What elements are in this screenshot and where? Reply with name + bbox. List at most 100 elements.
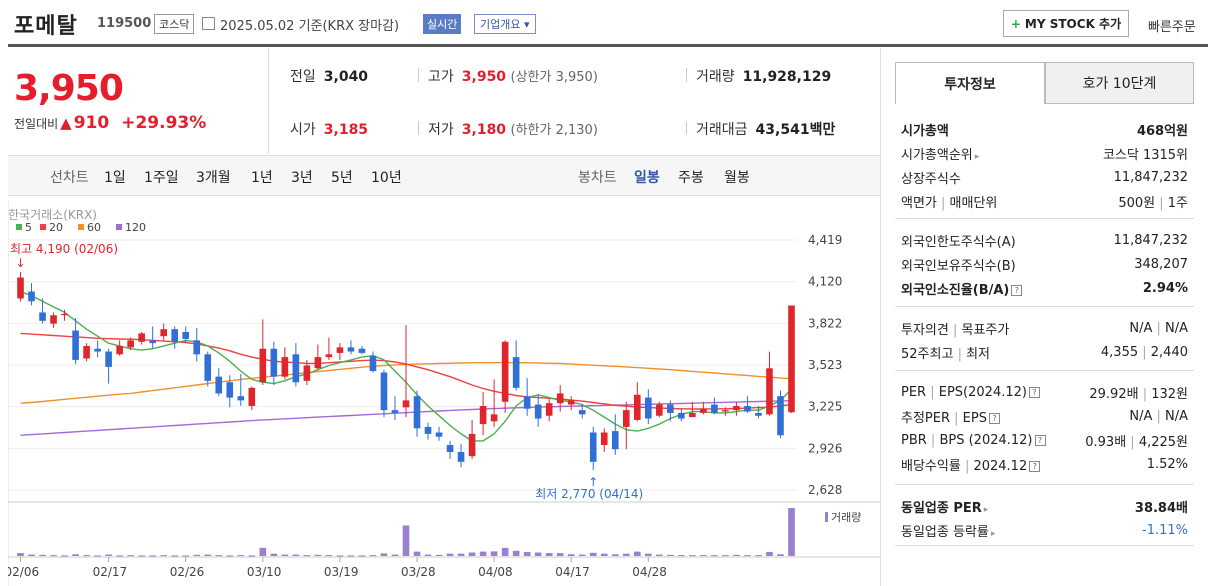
candle-body [589, 432, 597, 462]
candle-body [325, 354, 333, 358]
chevron-right-icon[interactable]: ▸ [990, 528, 996, 539]
info-value: 348,207 [1134, 256, 1188, 272]
candle-body [424, 426, 432, 434]
price-change: 전일대비 ▲ 910 +29.93% [14, 113, 206, 133]
help-icon[interactable]: ? [1029, 460, 1041, 472]
candle-body [116, 345, 123, 355]
candle-body [270, 348, 278, 377]
info-value: 1.52% [1146, 456, 1188, 472]
volume-bar [391, 554, 399, 556]
candle-body [105, 351, 112, 367]
info-label: 추정PER [901, 410, 951, 426]
volume-bar [744, 555, 751, 557]
high-price: 고가 3,950 (상한가 3,950) [428, 66, 598, 86]
y-tick-label: 4,120 [808, 275, 842, 289]
volume-bar [303, 555, 311, 557]
realtime-button[interactable]: 실시간 [423, 14, 462, 34]
amount-unit: 백만 [809, 122, 836, 138]
volume-bar [755, 555, 762, 557]
info-value: 468억원 [1136, 123, 1188, 139]
calendar-icon [202, 17, 215, 30]
period-5y[interactable]: 5년 [331, 170, 353, 186]
volume-bar [534, 552, 542, 556]
candle-body [678, 412, 685, 419]
volume-bar [424, 554, 432, 556]
candle-body [61, 313, 68, 316]
info-row: 52주최고 | 최저 4,355 | 2,440 [901, 344, 1188, 362]
candle-body [545, 403, 553, 416]
period-1y[interactable]: 1년 [251, 170, 273, 186]
tab-hoga-10[interactable]: 호가 10단계 [1045, 62, 1194, 104]
candle-body [435, 432, 443, 437]
volume-bar [578, 554, 586, 556]
volume-bar [589, 552, 597, 556]
candle-body [83, 345, 90, 359]
info-row: 동일업종 PER ▸ 38.84배 [901, 495, 1188, 517]
candle-body [600, 432, 608, 446]
info-label: 외국인한도주식수(A) [901, 234, 1016, 250]
info-row: PBR | BPS (2024.12)? 0.93배 | 4,225원 [901, 432, 1188, 450]
volume-label: 거래량 [696, 69, 735, 85]
info-value: 29.92배 [1089, 386, 1139, 402]
volume-bar [611, 554, 619, 556]
volume-bar [490, 551, 498, 556]
help-icon[interactable]: ? [1028, 386, 1040, 398]
tab-invest-info[interactable]: 투자정보 [895, 62, 1045, 104]
volume-bar [501, 547, 509, 556]
info-label: 외국인보유주식수(B) [901, 258, 1016, 274]
candle-body [391, 410, 399, 413]
candle-body [667, 404, 674, 413]
company-overview-dropdown[interactable]: 기업개요 ▾ [474, 14, 536, 34]
chevron-right-icon[interactable]: ▸ [974, 151, 980, 162]
candle-body [446, 445, 454, 453]
chevron-right-icon[interactable]: ▸ [983, 504, 989, 515]
stock-header: 포메탈 119500 코스닥 2025.05.02 기준(KRX 장마감) 실시… [0, 0, 1220, 46]
prev-close: 전일 3,040 [290, 66, 368, 86]
volume-bar [248, 555, 256, 557]
info-label: 동일업종 등락률 [901, 524, 989, 540]
info-row: 외국인소진율(B/A)? 2.94% [901, 277, 1188, 299]
candlestick-chart[interactable]: 4,419 4,120 3,822 3,523 3,225 2,926 2,628 한국거래소… [8, 200, 880, 586]
my-stock-add-button[interactable]: + MY STOCK 추가 [1003, 10, 1129, 37]
volume-bar [149, 555, 156, 557]
volume: 거래량 11,928,129 [696, 66, 831, 86]
info-label-2: BPS (2024.12) [939, 432, 1033, 448]
change-percent: +29.93% [121, 113, 207, 133]
info-value-2: N/A [1165, 408, 1188, 424]
candle-body [380, 372, 388, 411]
volume-bar [777, 554, 784, 556]
amount-label: 거래대금 [696, 122, 748, 138]
period-weekly[interactable]: 주봉 [678, 170, 704, 186]
candle-body [369, 355, 377, 372]
prev-value: 3,040 [323, 69, 369, 85]
period-1d[interactable]: 1일 [104, 170, 126, 186]
quick-order-link[interactable]: 빠른주문 [1148, 20, 1196, 35]
volume-bar [667, 554, 674, 556]
candle-body [501, 341, 509, 402]
info-block: PER | EPS(2024.12)? 29.92배 | 132원 추정PER | … [895, 370, 1194, 480]
volume-bar [270, 553, 278, 556]
period-3m[interactable]: 3개월 [196, 170, 231, 186]
period-3y[interactable]: 3년 [291, 170, 313, 186]
x-tick-label: 03/19 [324, 565, 359, 579]
period-monthly[interactable]: 월봉 [724, 170, 750, 186]
period-daily[interactable]: 일봉 [634, 170, 660, 186]
info-label: PBR [901, 432, 927, 448]
volume-bar [259, 547, 267, 556]
info-label-2: 최저 [966, 346, 991, 362]
volume-bar [28, 554, 35, 556]
info-label: 투자의견 [901, 322, 949, 338]
candle-body [567, 400, 575, 405]
candle-body [755, 412, 762, 416]
volume-bar [116, 555, 123, 557]
volume-bar [325, 555, 333, 557]
help-icon[interactable]: ? [988, 412, 1000, 424]
period-10y[interactable]: 10년 [371, 170, 402, 186]
help-icon[interactable]: ? [1034, 434, 1046, 446]
candle-body [259, 348, 267, 383]
info-value: 11,847,232 [1113, 169, 1188, 185]
market-badge: 코스닥 [154, 14, 195, 34]
period-1w[interactable]: 1주일 [144, 170, 179, 186]
help-icon[interactable]: ? [1011, 284, 1023, 296]
info-label: 시가총액순위 [901, 147, 973, 163]
